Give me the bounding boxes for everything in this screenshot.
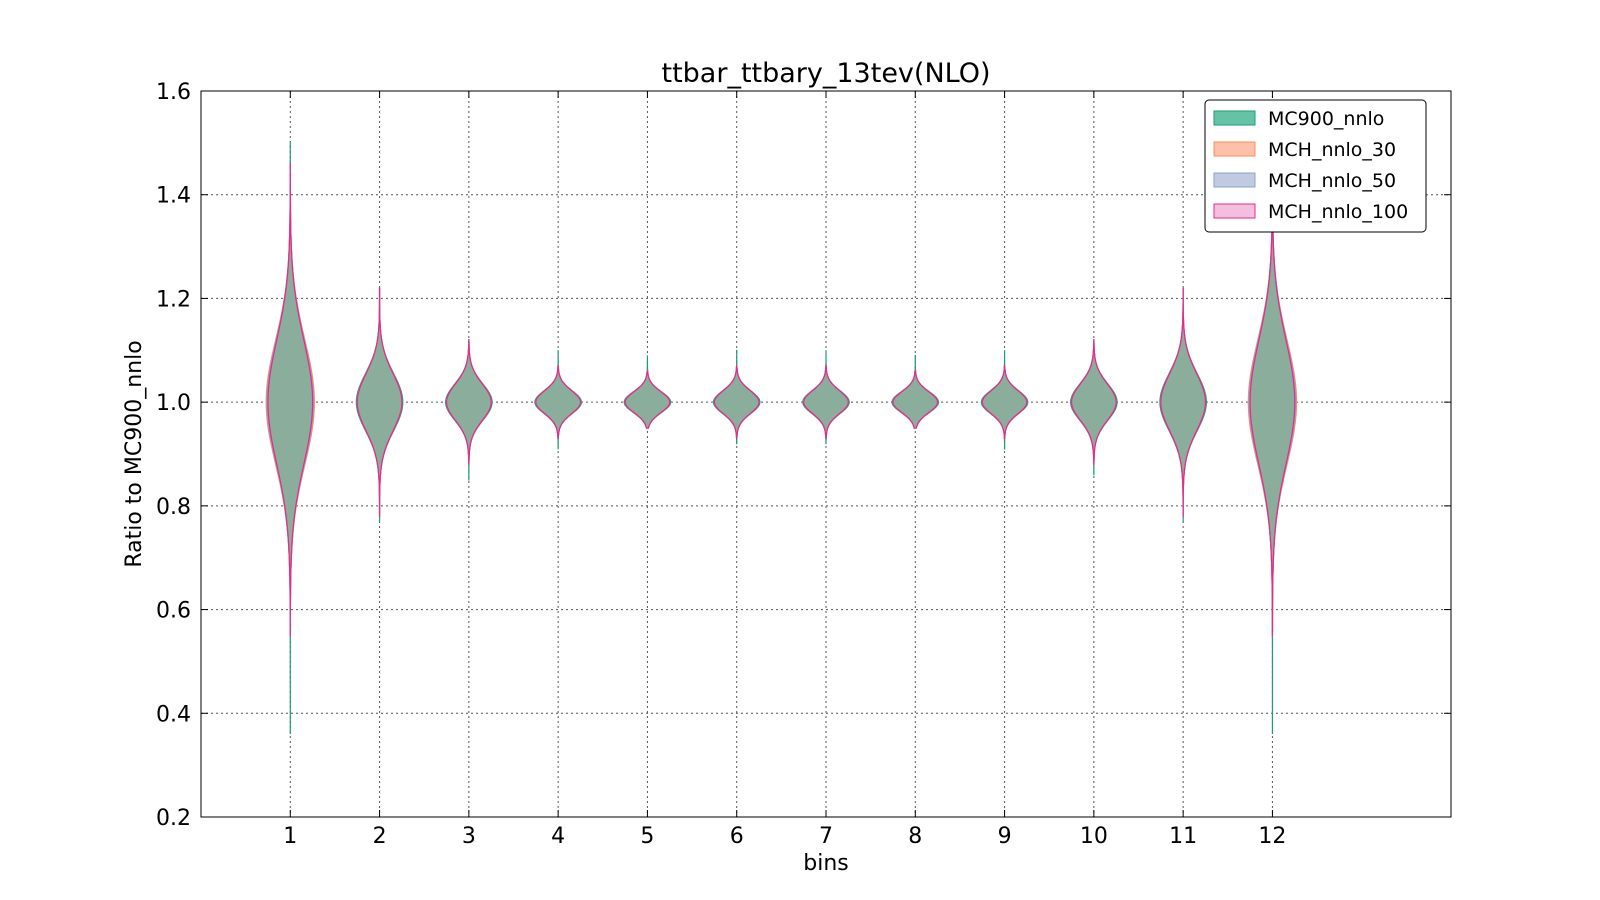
y-tick-label: 0.6	[156, 599, 191, 624]
x-tick-label: 11	[1169, 824, 1197, 849]
legend-box	[1204, 99, 1427, 233]
x-axis-title: bins	[803, 851, 848, 876]
y-tick-label: 0.4	[156, 702, 191, 727]
violin-mch-nnlo-100-bin-5	[624, 370, 671, 429]
x-tick-label: 2	[373, 824, 387, 849]
legend: MC900_nnlo MCH_nnlo_30 MCH_nnlo_50 MCH_nnlo…	[1204, 99, 1427, 233]
tick-layer: 0.20.40.60.81.01.21.41.61 2 3 4 5 6 7 8 9 10 11 12	[156, 80, 1451, 849]
y-tick-label: 1.0	[156, 391, 191, 416]
x-tick-label: 9	[998, 824, 1012, 849]
violin-mch-nnlo-100-bin-6	[713, 365, 760, 440]
legend-swatch	[1213, 172, 1256, 188]
violin-mch-nnlo-100-bin-2	[356, 287, 403, 517]
legend-swatch	[1213, 141, 1256, 157]
violin-mch-nnlo-100-bin-9	[981, 365, 1028, 440]
x-tick-label: 12	[1258, 824, 1286, 849]
y-tick-label: 1.2	[156, 287, 191, 312]
violin-mch-nnlo-100-bin-1	[267, 163, 314, 637]
x-tick-label: 5	[640, 824, 654, 849]
legend-label: MC900_nnlo	[1268, 108, 1384, 130]
x-tick-label: 1	[283, 824, 297, 849]
y-tick-label: 0.8	[156, 495, 191, 520]
legend-label: MCH_nnlo_30	[1268, 139, 1396, 161]
legend-label: MCH_nnlo_50	[1268, 170, 1396, 192]
x-tick-label: 8	[908, 824, 922, 849]
y-tick-label: 1.6	[156, 80, 191, 105]
violin-mch-nnlo-100-bin-8	[892, 370, 939, 429]
x-tick-label: 4	[551, 824, 565, 849]
x-tick-label: 7	[819, 824, 833, 849]
violin-mch-nnlo-100-bin-4	[535, 365, 582, 440]
violin-mch-nnlo-100-bin-3	[445, 339, 492, 465]
violin-mch-nnlo-100-bin-7	[803, 365, 849, 440]
y-tick-label: 1.4	[156, 184, 191, 209]
y-axis-title: Ratio to MC900_nnlo	[122, 340, 147, 567]
violin-mc900-nnlo-bin-5	[623, 355, 672, 429]
violin-mch-nnlo-100-bin-11	[1160, 287, 1207, 517]
y-tick-label: 0.2	[156, 806, 191, 831]
chart-title: ttbar_ttbary_13tev(NLO)	[661, 58, 990, 89]
violin-mc900-nnlo-bin-8	[891, 354, 940, 429]
legend-swatch	[1213, 203, 1256, 219]
x-tick-label: 3	[462, 824, 476, 849]
violin-layer	[265, 142, 1298, 735]
violin-mch-nnlo-100-bin-10	[1070, 339, 1117, 465]
legend-swatch	[1213, 110, 1256, 126]
legend-label: MCH_nnlo_100	[1268, 201, 1408, 223]
violin-mch-nnlo-100-bin-12	[1249, 163, 1296, 637]
x-tick-label: 10	[1080, 824, 1108, 849]
x-tick-label: 6	[730, 824, 744, 849]
